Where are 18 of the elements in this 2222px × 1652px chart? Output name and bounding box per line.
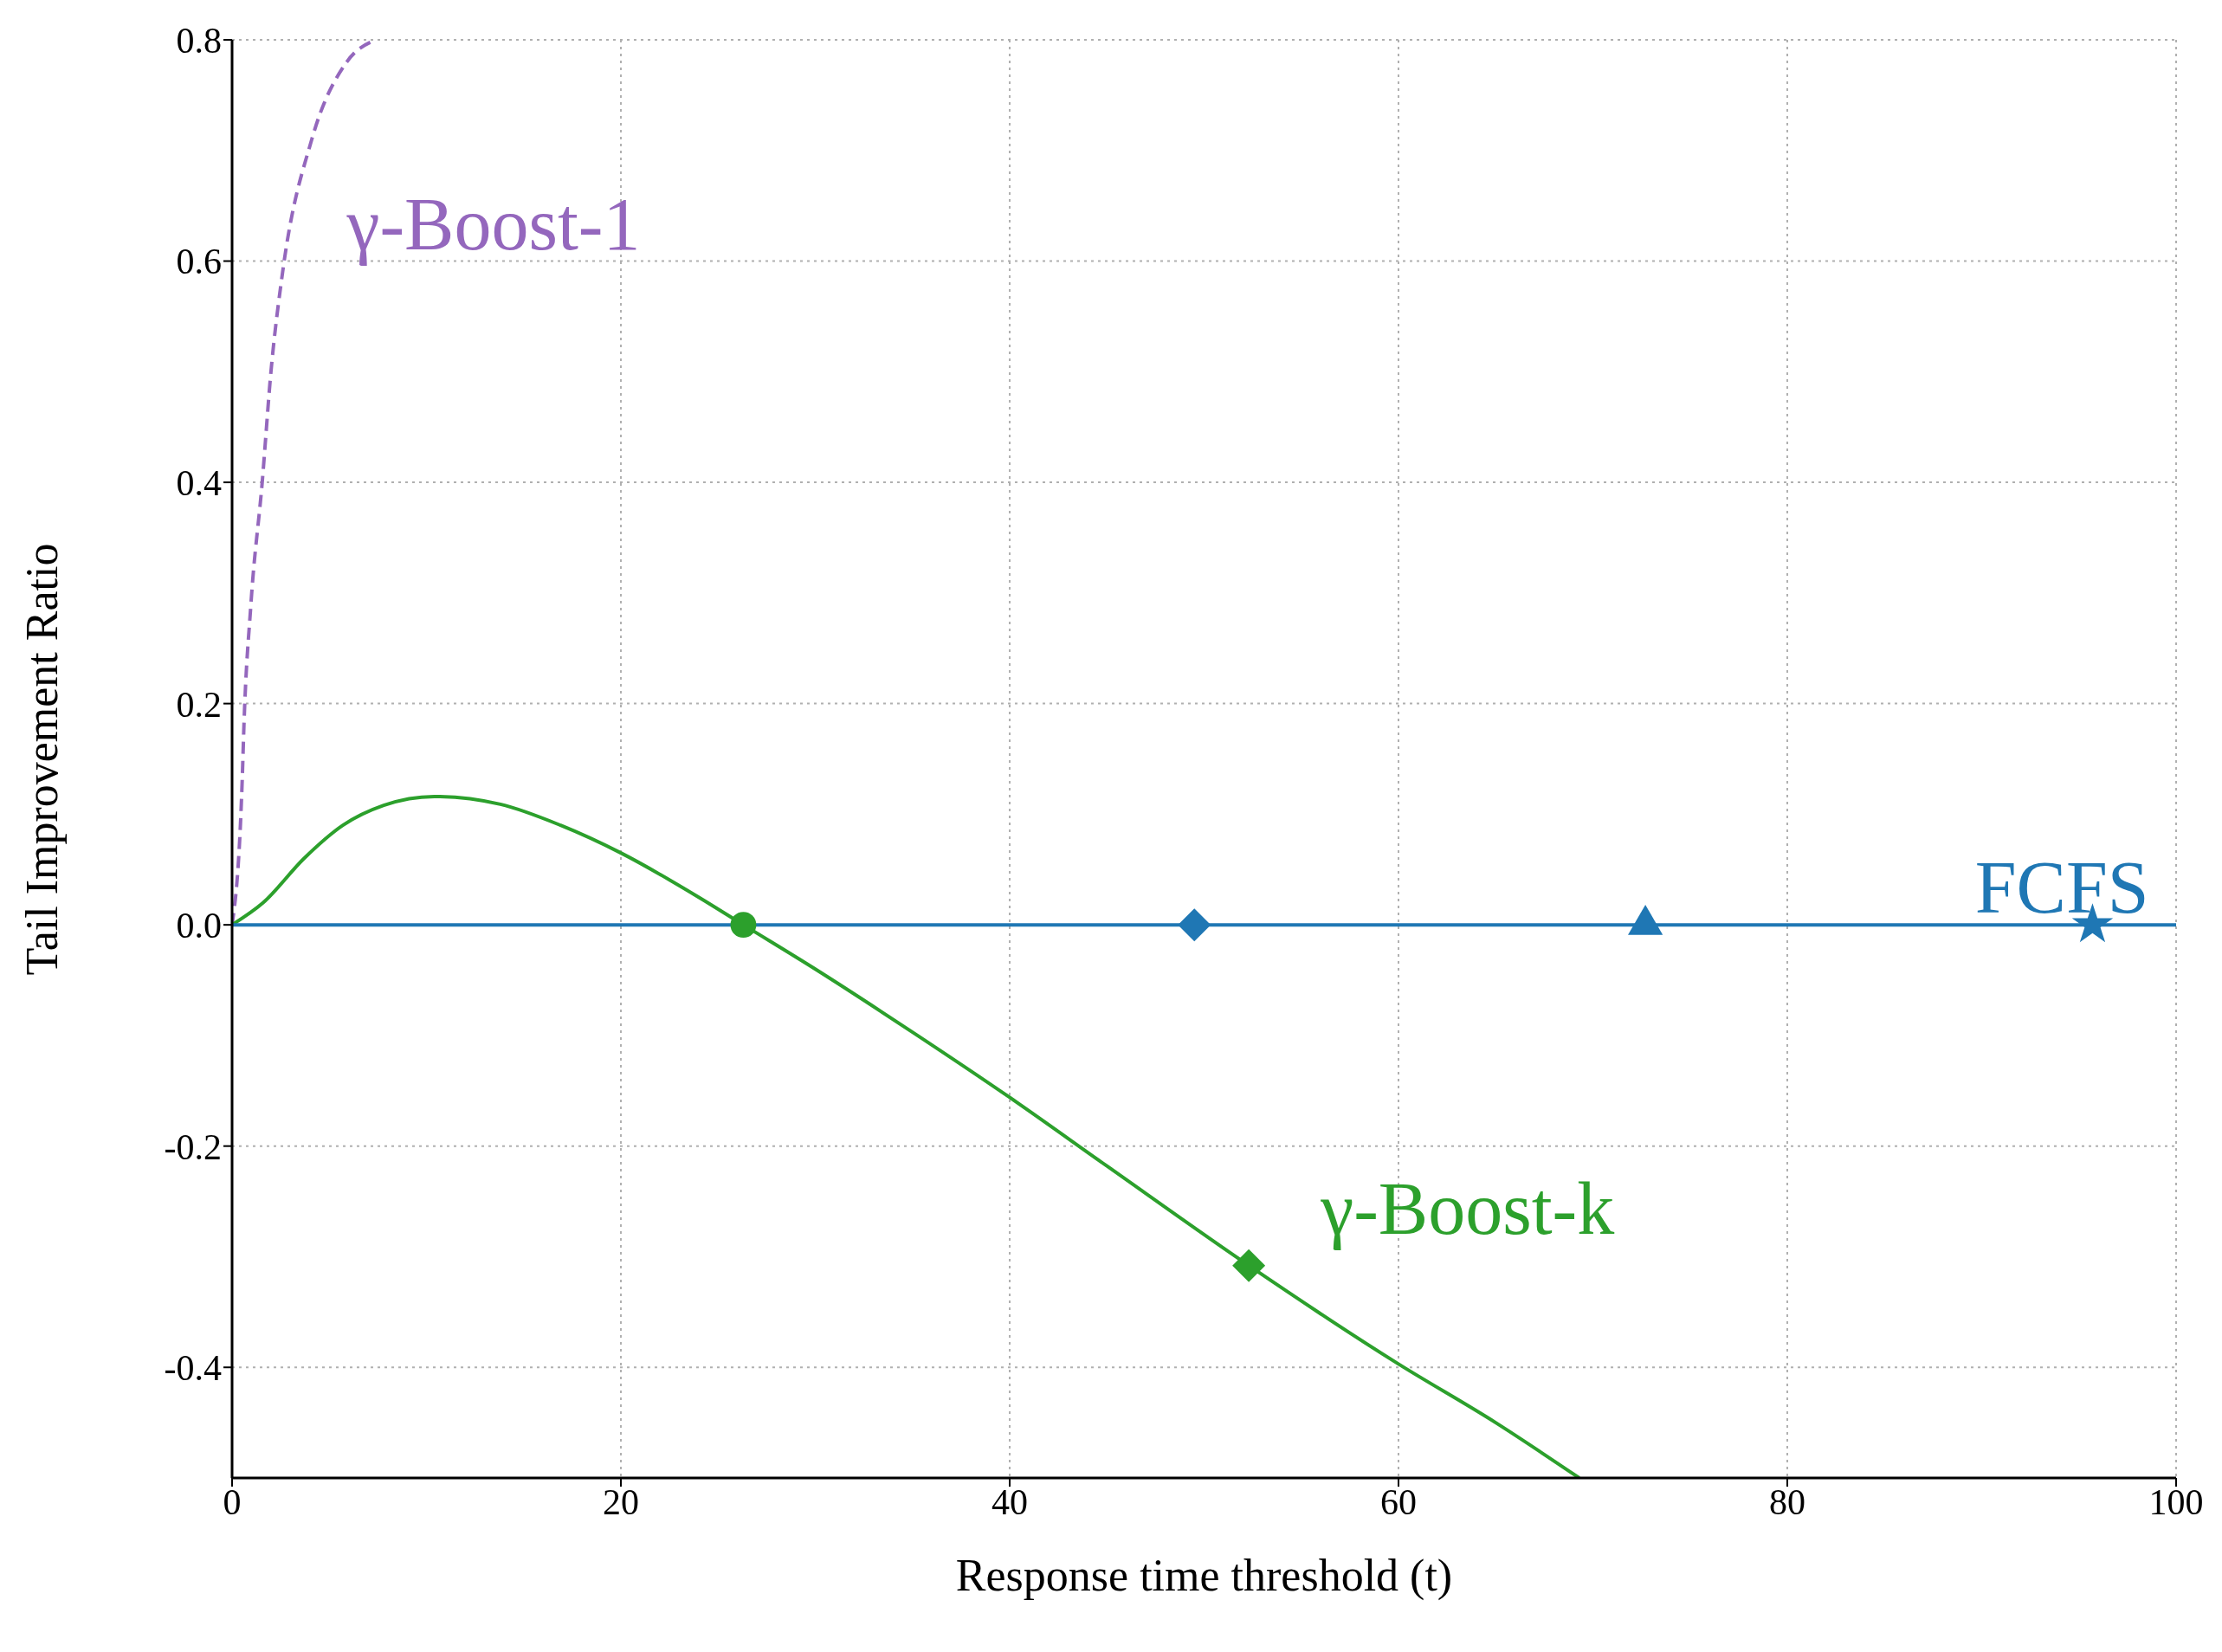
y-tick-label: -0.2 [164, 1126, 222, 1167]
x-tick-label: 100 [2148, 1481, 2204, 1522]
y-tick-label: 0.8 [176, 20, 222, 61]
y-tick-label: 0.4 [176, 462, 222, 503]
x-axis-title: Response time threshold (t) [955, 1551, 1453, 1601]
y-tick-label: 0.2 [176, 684, 222, 725]
series-label: γ-Boost-1 [346, 182, 641, 266]
series-label: γ-Boost-k [1321, 1166, 1615, 1250]
x-tick-label: 60 [1380, 1481, 1417, 1522]
y-tick-label: 0.6 [176, 242, 222, 282]
y-tick-label: 0.0 [176, 906, 222, 946]
x-tick-label: 40 [992, 1481, 1028, 1522]
x-tick-label: 20 [603, 1481, 639, 1522]
x-tick-label: 0 [223, 1481, 242, 1522]
series-label: FCFS [1974, 846, 2149, 930]
y-tick-label: -0.4 [164, 1348, 222, 1389]
y-axis-title: Tail Improvement Ratio [16, 543, 68, 975]
x-tick-label: 80 [1769, 1481, 1805, 1522]
